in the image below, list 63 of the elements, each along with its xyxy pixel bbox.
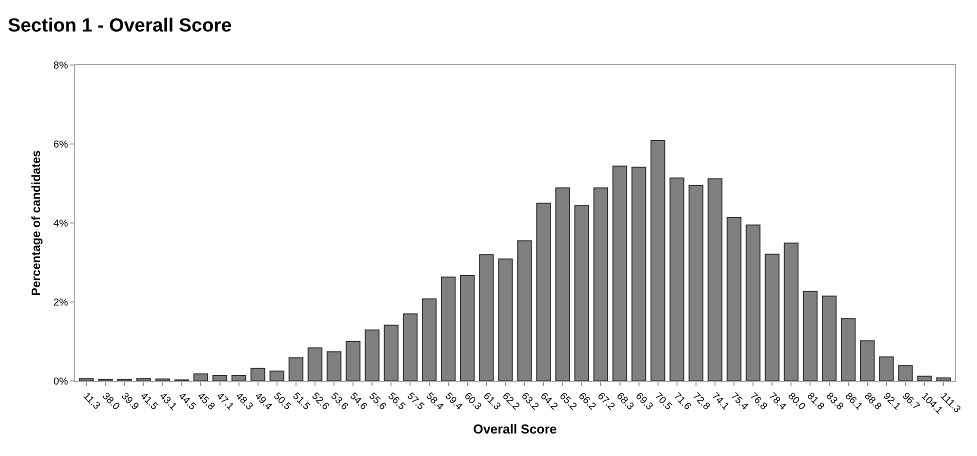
y-tick-label: 2% [54,298,68,308]
bar [498,258,513,381]
x-tick-label: 88.8 [862,390,884,413]
y-tick-label: 6% [54,140,68,150]
bar [708,178,722,381]
bar [840,318,856,381]
y-tick-label: 4% [54,218,68,230]
bar [917,376,932,381]
x-tick-label: 83.8 [824,390,846,413]
bar [308,347,322,381]
y-axis-title: Percentage of candidates [28,150,43,296]
y-tick-label: 8% [54,60,68,72]
bar [593,187,608,381]
bar [688,184,704,381]
bar [555,187,570,381]
x-tick-label: 80.0 [786,390,808,413]
bar [574,205,590,381]
bar [479,254,494,381]
chart-title: Section 1 - Overall Score [8,16,232,37]
bar [898,365,913,381]
x-tick-label: 47.1 [214,390,236,413]
bar [364,330,380,381]
bar [460,275,475,381]
x-tick-label: 45.8 [195,390,217,413]
bar [822,296,837,381]
x-tick-label: 67.2 [595,390,617,413]
bar [440,276,456,381]
bar [536,202,551,381]
bar [670,177,684,381]
bar [612,166,628,381]
x-tick-label: 68.3 [614,390,636,413]
bar [326,351,342,381]
x-tick-label: 69.3 [633,390,656,413]
x-tick-label: 96.7 [900,390,922,413]
bar [726,216,742,381]
bar [250,368,266,381]
bar [193,373,208,381]
bar [879,356,894,381]
bar [936,377,951,381]
bar [784,242,799,381]
x-tick-label: 44.5 [176,390,198,413]
bar [860,340,875,381]
x-tick-label: 66.2 [576,390,598,413]
bar [764,254,780,381]
bar [346,341,360,381]
bar [288,357,304,381]
bar [631,166,646,381]
bar [136,378,151,381]
bar [402,313,418,381]
bar [422,298,437,381]
x-tick-label: 81.8 [804,390,826,413]
x-tick-label: 11.3 [80,390,102,412]
y-tick-label: 0% [54,376,68,388]
bar [650,140,666,381]
bar [517,240,532,381]
bar [384,324,399,381]
bar [746,224,760,381]
bar [270,370,284,381]
bar [231,374,246,381]
bar [79,378,94,381]
x-axis-title: Overall Score [473,421,557,436]
bar [802,290,818,381]
bar [212,374,228,381]
